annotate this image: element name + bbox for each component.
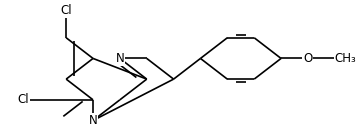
- Text: N: N: [89, 114, 98, 127]
- Text: Cl: Cl: [60, 4, 72, 17]
- Text: Cl: Cl: [17, 93, 29, 106]
- Text: CH₃: CH₃: [335, 52, 356, 65]
- Text: O: O: [303, 52, 313, 65]
- Text: N: N: [115, 52, 124, 65]
